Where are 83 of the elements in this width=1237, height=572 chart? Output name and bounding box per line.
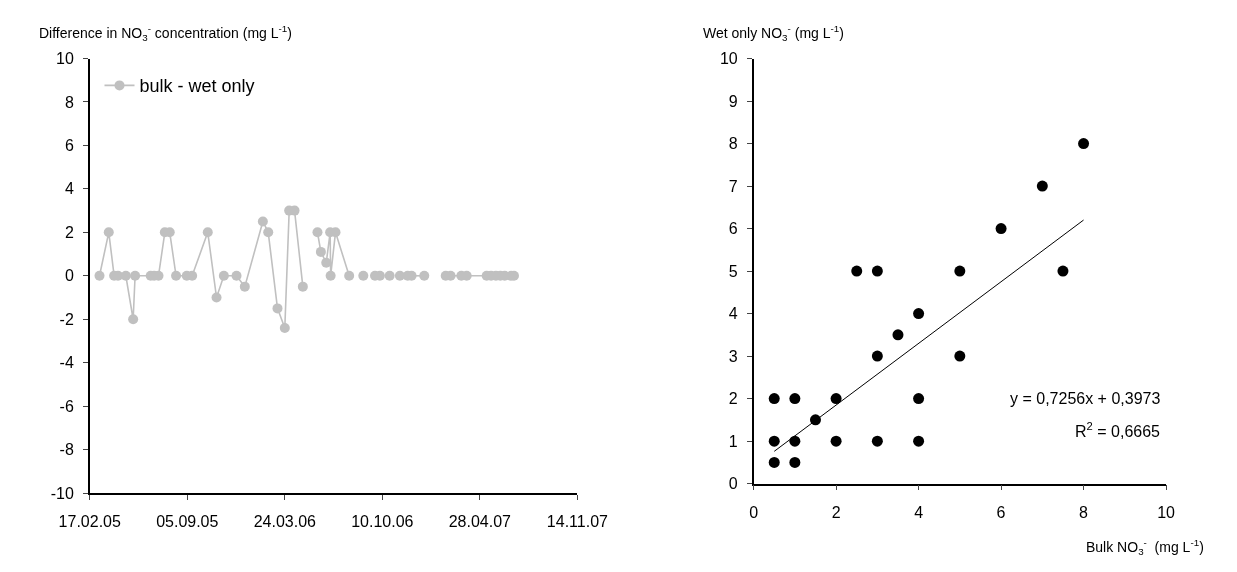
x-tick-label: 17.02.05	[58, 513, 121, 531]
point	[384, 270, 395, 281]
point	[1057, 265, 1069, 277]
y-tick-label: 2	[64, 223, 74, 241]
point	[768, 435, 780, 447]
y-tick-label: 8	[728, 135, 738, 153]
y-tick-label: 3	[728, 347, 738, 365]
point	[344, 270, 355, 281]
y-tick-label: -2	[59, 310, 74, 328]
y-tick-label: 6	[64, 137, 74, 155]
x-tick-label: 8	[1079, 503, 1089, 521]
x-tick-label: 2	[831, 503, 841, 521]
y-tick-label: -4	[59, 354, 74, 372]
x-tick-label: 05.09.05	[156, 513, 219, 531]
y-tick-label: -8	[59, 441, 74, 459]
x-tick-label: 24.03.06	[253, 513, 317, 531]
point	[954, 265, 966, 277]
point	[128, 314, 139, 325]
point	[768, 393, 780, 405]
y-tick-label: 2	[728, 390, 738, 408]
point	[103, 227, 114, 238]
y-tick-label: -6	[59, 397, 74, 415]
x-tick-label: 6	[996, 503, 1006, 521]
y-axis-title: Difference in NO$_{3}$$^{-}$ concentration (mg L$^{-1}$)	[39, 23, 292, 43]
point	[995, 223, 1007, 235]
point	[830, 393, 842, 405]
point	[892, 329, 904, 341]
y-tick-label: 7	[728, 177, 738, 195]
point	[871, 265, 883, 277]
y-tick-label: 1	[728, 432, 738, 450]
point	[913, 308, 925, 320]
point	[871, 350, 883, 362]
y-tick-label: 9	[728, 92, 738, 110]
y-tick-label: 0	[64, 267, 74, 285]
y-tick-label: 10	[56, 50, 74, 68]
point	[202, 227, 213, 238]
point	[315, 246, 326, 257]
annotation: R$^{2}$ = 0,6665	[1075, 420, 1161, 440]
point	[279, 322, 290, 333]
point	[419, 270, 430, 281]
x-axis-title: Bulk NO$_{3}$$^{-}$ (mg L$^{-1}$)	[1086, 537, 1204, 557]
point	[218, 270, 229, 281]
point	[1078, 138, 1090, 150]
y-tick-label: 10	[719, 50, 738, 68]
x-tick-label: 14.11.07	[546, 513, 609, 531]
point	[263, 227, 274, 238]
point	[358, 270, 369, 281]
x-tick-label: 28.04.07	[448, 513, 512, 531]
point	[789, 456, 801, 468]
point	[312, 227, 323, 238]
point	[325, 270, 336, 281]
y-tick-label: 5	[728, 262, 738, 280]
point	[272, 303, 283, 314]
point	[830, 435, 842, 447]
point	[231, 270, 242, 281]
point	[913, 393, 925, 405]
point	[768, 456, 780, 468]
y-tick-label: 4	[64, 180, 74, 198]
point	[871, 435, 883, 447]
point	[851, 265, 863, 277]
point	[789, 393, 801, 405]
point	[94, 270, 105, 281]
y-tick-label: 4	[728, 305, 738, 323]
annotation: y = 0,7256x + 0,3973	[1010, 390, 1161, 407]
point	[913, 435, 925, 447]
x-tick-label: 0	[749, 503, 759, 521]
x-tick-label: 10	[1157, 503, 1176, 521]
point	[171, 270, 182, 281]
y-tick-label: -10	[50, 484, 74, 502]
y-tick-label: 6	[728, 220, 738, 238]
point	[1036, 180, 1048, 192]
y-tick-label: 8	[64, 93, 74, 111]
x-tick-label: 4	[914, 503, 924, 521]
point	[130, 270, 141, 281]
x-tick-label: 10.10.06	[351, 513, 414, 531]
point	[239, 281, 250, 292]
point	[297, 281, 308, 292]
y-axis-title: Wet only NO$_{3}$$^{-}$ (mg L$^{-1}$)	[703, 23, 844, 43]
y-tick-label: 0	[728, 475, 738, 493]
point	[954, 350, 966, 362]
point	[211, 292, 222, 303]
point	[257, 216, 268, 227]
legend-label: bulk - wet only	[139, 76, 255, 97]
